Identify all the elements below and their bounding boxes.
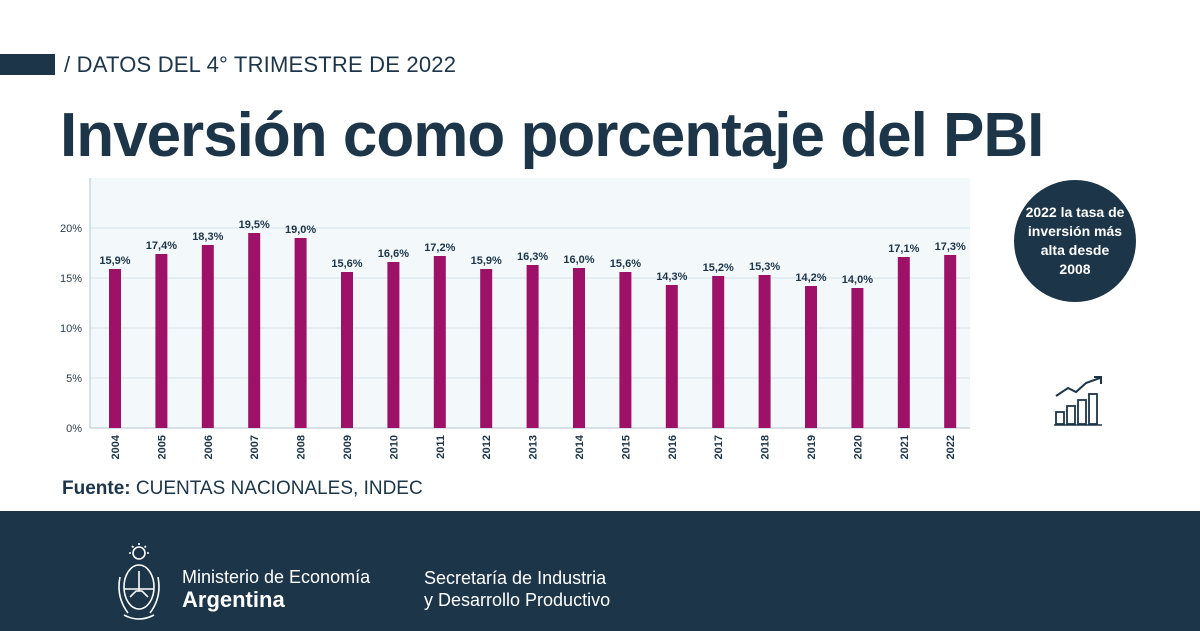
- bar-value-label: 17,1%: [888, 243, 919, 255]
- chart-area: 0% 5% 10% 15% 20% 15,9% 2004 17,4% 2005 18,3% 2006…: [60, 178, 970, 459]
- bar-value-label: 14,0%: [842, 274, 873, 286]
- bar: [433, 256, 446, 428]
- x-tick-label: 2011: [435, 435, 447, 459]
- bar-value-label: 15,6%: [610, 258, 641, 270]
- bar-value-label: 16,0%: [563, 254, 594, 266]
- bar-value-label: 15,3%: [749, 261, 780, 273]
- bar: [758, 275, 771, 428]
- bar: [387, 262, 400, 428]
- x-tick-label: 2017: [713, 435, 725, 459]
- section-kicker: / DATOS DEL 4° TRIMESTRE DE 2022: [64, 52, 457, 77]
- x-tick-label: 2013: [528, 435, 540, 459]
- bar-value-label: 15,9%: [99, 255, 130, 267]
- bar-value-label: 15,6%: [331, 258, 362, 270]
- bar-value-label: 16,6%: [378, 248, 409, 260]
- bar-value-label: 17,3%: [935, 241, 966, 253]
- bar: [109, 269, 121, 428]
- bar: [248, 233, 261, 428]
- x-tick-label: 2007: [249, 435, 261, 459]
- bar-value-label: 14,2%: [795, 272, 826, 284]
- x-tick-label: 2010: [388, 435, 400, 459]
- bar: [805, 286, 817, 428]
- bar: [341, 272, 353, 428]
- source-note: Fuente: CUENTAS NACIONALES, INDEC: [62, 478, 423, 500]
- source-value: CUENTAS NACIONALES, INDEC: [135, 478, 423, 499]
- bar: [526, 265, 539, 428]
- x-tick-label: 2014: [574, 434, 586, 459]
- secretaria-line-1: Secretaría de Industria: [424, 568, 607, 588]
- bar-value-label: 18,3%: [192, 231, 223, 243]
- y-tick-label: 20%: [60, 223, 82, 235]
- growth-chart-icon: [1054, 376, 1102, 426]
- bar-value-label: 17,2%: [424, 242, 455, 254]
- x-tick-label: 2019: [806, 435, 818, 459]
- bar-value-label: 16,3%: [517, 251, 548, 263]
- x-tick-label: 2015: [620, 435, 632, 459]
- country-label: Argentina: [182, 587, 285, 612]
- x-tick-label: 2006: [203, 435, 215, 459]
- bar: [619, 272, 632, 428]
- footer-band: Ministerio de Economía Argentina Secreta…: [0, 511, 1200, 631]
- bar: [712, 276, 725, 428]
- bar: [294, 238, 307, 428]
- bar-value-label: 19,5%: [239, 219, 270, 231]
- x-tick-label: 2020: [852, 435, 864, 459]
- ministry-label: Ministerio de Economía: [182, 567, 371, 587]
- x-tick-label: 2009: [342, 435, 354, 459]
- x-tick-label: 2005: [156, 435, 168, 459]
- accent-bar: [0, 54, 55, 75]
- y-tick-label: 5%: [66, 373, 82, 385]
- bar-value-label: 15,2%: [703, 262, 734, 274]
- x-tick-label: 2004: [110, 434, 122, 459]
- bar: [573, 268, 585, 428]
- bar: [944, 255, 957, 428]
- secretaria-line-2: y Desarrollo Productivo: [424, 590, 611, 610]
- bar: [897, 257, 910, 428]
- x-tick-label: 2012: [481, 435, 493, 459]
- x-tick-label: 2021: [899, 435, 911, 459]
- ministry-name: Ministerio de Economía Argentina: [182, 567, 371, 612]
- y-tick-label: 15%: [60, 273, 82, 285]
- y-tick-label: 0%: [66, 423, 82, 435]
- bar: [851, 288, 864, 428]
- bar: [201, 245, 214, 428]
- argentina-coat-of-arms-icon: [118, 543, 160, 620]
- bar-value-label: 15,9%: [471, 255, 502, 267]
- bar: [665, 285, 678, 428]
- bar-value-label: 19,0%: [285, 224, 316, 236]
- x-tick-label: 2008: [296, 435, 308, 459]
- page-title: Inversión como porcentaje del PBI: [60, 101, 1044, 170]
- callout-badge: 2022 la tasa de inversión más alta desde…: [1014, 180, 1136, 302]
- y-tick-label: 10%: [60, 323, 82, 335]
- x-tick-label: 2018: [760, 435, 772, 459]
- x-tick-label: 2016: [667, 435, 679, 459]
- source-label: Fuente:: [62, 478, 131, 499]
- x-tick-label: 2022: [945, 435, 957, 459]
- bar: [480, 269, 493, 428]
- bar-chart: 0% 5% 10% 15% 20% 15,9% 2004 17,4% 2005 18,3% 2006…: [60, 178, 970, 459]
- bar-value-label: 14,3%: [656, 271, 687, 283]
- secretaria-name: Secretaría de Industria y Desarrollo Pro…: [424, 567, 610, 611]
- bar: [155, 254, 168, 428]
- bar-value-label: 17,4%: [146, 240, 177, 252]
